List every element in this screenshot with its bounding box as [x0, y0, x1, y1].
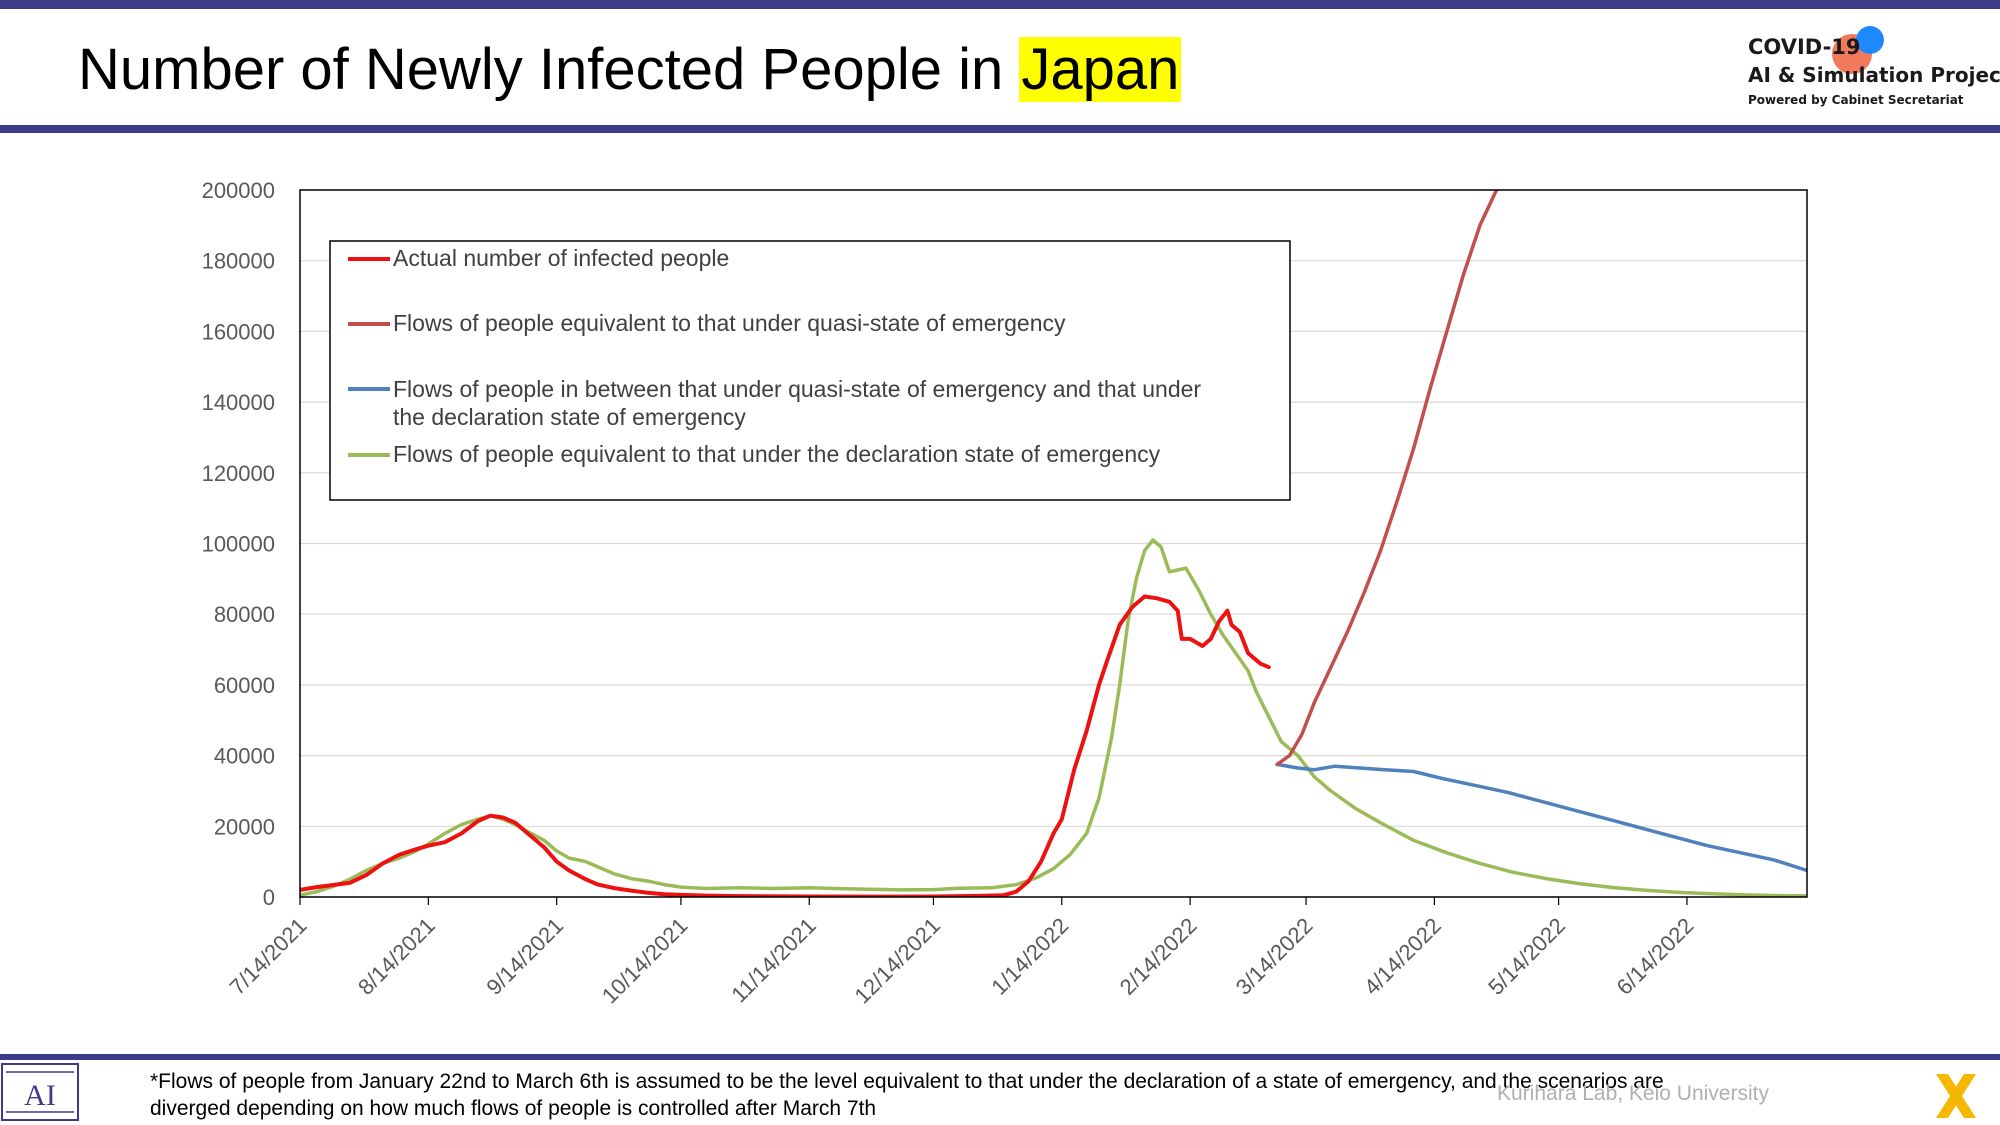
legend-label-between-1: Flows of people in between that under qu…	[393, 376, 1201, 402]
series-line-flows-of-people-equivalent-to-that-under	[300, 538, 1807, 897]
infection-line-chart: 0 20000 40000 60000 80000 100000 120000 140000 1…	[202, 178, 1808, 1009]
y-tick-label: 100000	[202, 532, 275, 557]
legend-item-actual: Actual number of infected people	[348, 245, 729, 271]
x-tick-label: 9/14/2021	[481, 913, 568, 1000]
series-line-flows-of-people-in-between-that-under-qu	[1275, 762, 1807, 873]
y-tick-label: 200000	[202, 178, 275, 203]
logo-line3: Powered by Cabinet Secretariat	[1748, 93, 1964, 107]
x-tick-label: 11/14/2021	[726, 913, 820, 1007]
legend: Actual number of infected people Flows o…	[329, 240, 1291, 501]
legend-item-between: Flows of people in between that under qu…	[348, 376, 1201, 430]
x-tick-label: 5/14/2022	[1483, 913, 1570, 1000]
y-tick-label: 40000	[214, 744, 275, 769]
y-axis: 0 20000 40000 60000 80000 100000 120000 140000 1…	[202, 178, 275, 910]
page-title: Number of Newly Infected People in Japan	[78, 34, 1182, 106]
x-tick-label: 6/14/2022	[1612, 913, 1699, 1000]
x-tick-label: 4/14/2022	[1359, 913, 1446, 1000]
series-line-actual-number-of-infected-people	[300, 594, 1271, 897]
title-prefix: Number of Newly Infected People in	[78, 37, 1020, 102]
logo-blue-dot	[1856, 26, 1884, 54]
y-tick-label: 160000	[202, 319, 275, 344]
x-tick-label: 3/14/2022	[1231, 913, 1318, 1000]
footer-rule	[0, 1054, 2000, 1060]
x-tick-label: 2/14/2022	[1115, 913, 1202, 1000]
x-tick-label: 1/14/2022	[986, 913, 1073, 1000]
logo-line1: COVID-19	[1748, 35, 1861, 59]
top-accent-bar	[0, 0, 2000, 9]
legend-label-actual: Actual number of infected people	[393, 245, 729, 271]
y-tick-label: 20000	[214, 814, 275, 839]
legend-box	[329, 240, 1291, 501]
title-highlight: Japan	[1019, 37, 1182, 102]
x-axis: 7/14/2021 8/14/2021 9/14/2021 10/14/2021 11/…	[225, 897, 1699, 1009]
legend-item-declaration: Flows of people equivalent to that under…	[348, 441, 1161, 467]
y-tick-label: 80000	[214, 602, 275, 627]
x-logo-icon	[1936, 1074, 1976, 1118]
y-tick-label: 60000	[214, 673, 275, 698]
lab-logo-text: AI	[24, 1079, 56, 1112]
lab-logo-frame	[1, 1063, 79, 1121]
lab-logo: AI	[1, 1063, 79, 1121]
x-tick-label: 10/14/2021	[597, 913, 693, 1009]
credit-text: Kurihara Lab, Keio University	[1497, 1082, 1769, 1105]
header-rule	[0, 125, 2000, 133]
project-logo: COVID-19 AI & Simulation Project Powered…	[1748, 26, 2000, 116]
x-tick-label: 12/14/2021	[849, 913, 945, 1009]
legend-item-quasi: Flows of people equivalent to that under…	[348, 310, 1066, 336]
legend-label-quasi: Flows of people equivalent to that under…	[393, 310, 1066, 336]
y-tick-label: 120000	[202, 461, 275, 486]
legend-label-declaration: Flows of people equivalent to that under…	[393, 441, 1161, 467]
y-tick-label: 180000	[202, 249, 275, 274]
y-tick-label: 140000	[202, 390, 275, 415]
footnote: *Flows of people from January 22nd to Ma…	[150, 1070, 1664, 1120]
plot-frame	[299, 189, 1808, 898]
y-tick-label: 0	[263, 885, 275, 910]
x-tick-label: 8/14/2021	[353, 913, 440, 1000]
x-tick-label: 7/14/2021	[225, 913, 312, 1000]
logo-line2: AI & Simulation Project	[1748, 63, 2000, 87]
legend-label-between-2: the declaration state of emergency	[393, 404, 746, 430]
series-line-flows-of-people-equivalent-to-that-under	[1275, 190, 1499, 767]
